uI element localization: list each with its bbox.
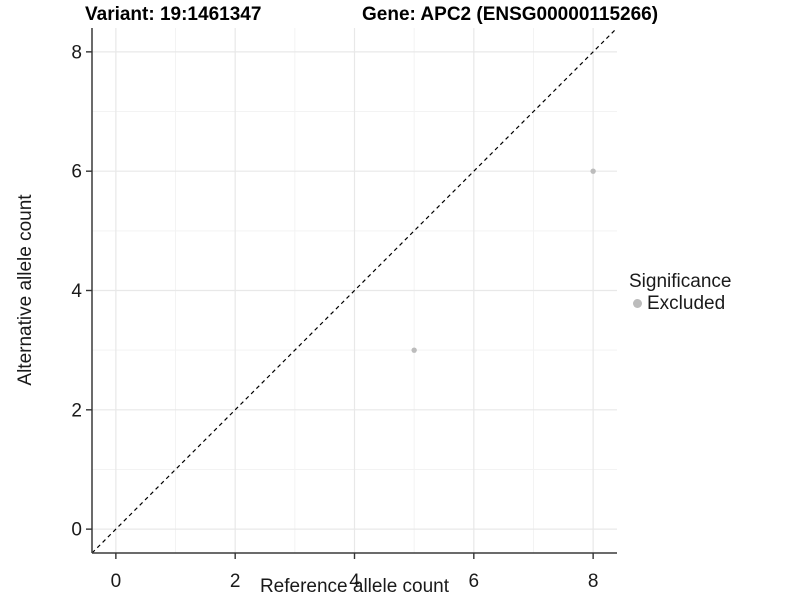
y-axis-title: Alternative allele count — [15, 194, 36, 386]
identity-dashed-line — [91, 27, 618, 554]
legend-title: Significance — [629, 271, 732, 292]
x-tick-label: 4 — [349, 571, 360, 592]
data-point — [411, 347, 417, 353]
x-axis-title: Reference allele count — [259, 576, 450, 597]
plot-title-gene: Gene: APC2 (ENSG00000115266) — [362, 4, 659, 25]
data-point — [590, 168, 596, 174]
x-tick-label: 8 — [588, 571, 599, 592]
plot-title-variant: Variant: 19:1461347 — [85, 4, 262, 25]
x-tick-label: 0 — [111, 571, 122, 592]
x-tick-label: 6 — [469, 571, 480, 592]
y-tick-label: 6 — [71, 162, 82, 183]
legend-item-label: Excluded — [647, 293, 726, 314]
legend-key-dot-icon — [633, 299, 642, 308]
y-tick-label: 4 — [71, 281, 82, 302]
x-tick-label: 2 — [230, 571, 241, 592]
y-tick-label: 2 — [71, 400, 82, 421]
legend-item-excluded: Excluded — [629, 293, 731, 314]
legend: Significance Excluded — [629, 271, 731, 314]
y-tick-label: 8 — [71, 42, 82, 63]
y-tick-label: 0 — [71, 520, 82, 541]
